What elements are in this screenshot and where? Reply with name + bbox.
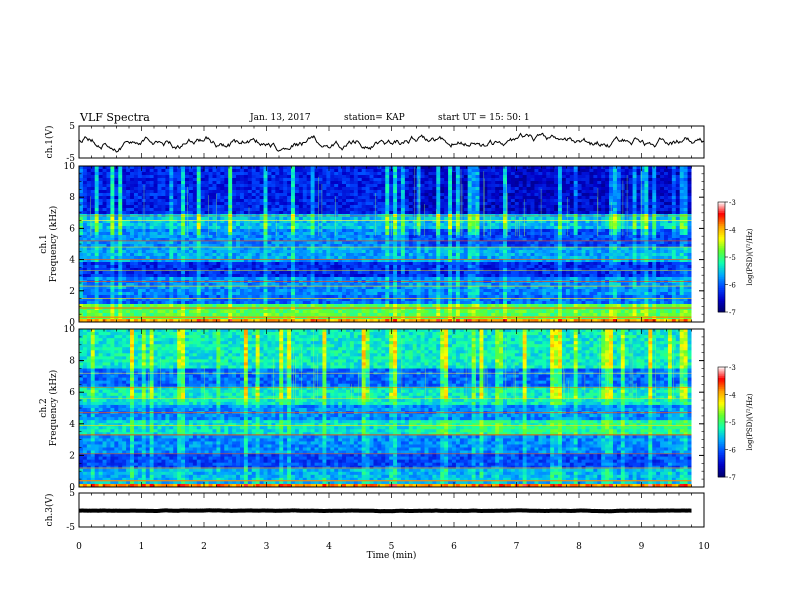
y-tick-label: 0 [69,318,75,328]
x-tick-label: 9 [639,542,645,552]
x-tick-label: 6 [451,542,457,552]
y-tick-label: 2 [69,451,75,461]
y-axis-label-line: ch.1(V) [44,126,55,159]
colorbar-label: log(PSD)(V²/Hz) [746,393,754,450]
header-station: station= KAP [344,113,405,123]
colorbar [717,201,728,313]
y-tick-label: 10 [64,162,76,172]
y-tick-label: 4 [69,256,75,266]
header-date: Jan. 13, 2017 [250,113,311,123]
y-axis-label: ch.2 Frequency (kHz) [39,370,59,447]
colorbar-label: log(PSD)(V²/Hz) [746,228,754,285]
x-tick-label: 7 [514,542,520,552]
colorbar-tick-label: -3 [729,199,736,207]
ch1-waveform [78,132,705,153]
y-tick-label: 5 [69,489,75,499]
x-tick-label: 4 [326,542,332,552]
y-tick-label: 4 [69,420,75,430]
x-tick-label: 3 [264,542,270,552]
y-tick-label: 10 [64,325,76,335]
colorbar-label-text: log(PSD)(V²/Hz) [746,228,754,285]
y-axis-label-line: ch.1 [39,234,49,253]
y-tick-label: 2 [69,287,75,297]
y-axis-label-line: ch.2 [39,398,49,417]
y-tick-label: 8 [69,193,75,203]
ch1-spectrogram [79,166,704,323]
y-axis-label: ch.1 Frequency (kHz) [39,206,59,283]
colorbar-tick-label: -6 [729,282,736,290]
y-tick-label: -5 [66,154,75,164]
x-tick-label: 0 [76,542,82,552]
y-tick-label: -5 [66,523,75,533]
ch3-waveform [78,508,692,514]
colorbar-tick-label: -7 [729,309,736,317]
y-axis-label-line: Frequency (kHz) [48,370,59,447]
chart-title: VLF Spectra [80,111,150,124]
x-tick-label: 8 [576,542,582,552]
x-tick-label: 5 [389,542,395,552]
colorbar-tick-label: -6 [729,447,736,455]
y-axis-label: ch.3(V) [44,494,55,527]
colorbar-label-text: log(PSD)(V²/Hz) [746,393,754,450]
y-axis-label-line: Frequency (kHz) [48,206,59,283]
ch2-spectrogram [79,329,704,488]
x-tick-label: 1 [139,542,145,552]
y-tick-label: 5 [69,122,75,132]
colorbar-tick-label: -5 [729,254,736,262]
colorbar-tick-label: -4 [729,227,736,235]
colorbar-tick-label: -3 [729,364,736,372]
y-axis-label: ch.1(V) [44,126,55,159]
y-axis-label-line: ch.3(V) [44,494,55,527]
y-tick-label: 8 [69,357,75,367]
colorbar-tick-label: -4 [729,392,736,400]
header-start-time: start UT = 15: 50: 1 [438,113,530,123]
x-tick-label: 2 [201,542,207,552]
y-tick-label: 6 [69,388,75,398]
x-axis-label: Time (min) [367,550,417,561]
y-tick-label: 0 [69,483,75,493]
x-tick-label: 10 [698,542,710,552]
y-tick-label: 6 [69,224,75,234]
colorbar-tick-label: -5 [729,419,736,427]
colorbar-tick-label: -7 [729,474,736,482]
colorbar [717,366,728,478]
